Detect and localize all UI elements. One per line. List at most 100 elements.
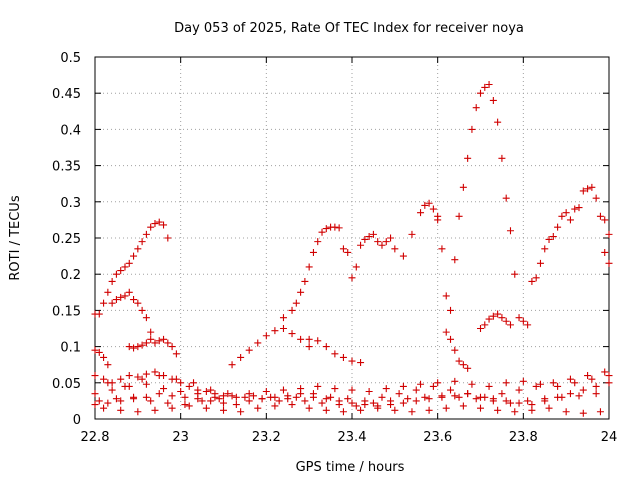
data-point bbox=[151, 368, 159, 376]
data-point bbox=[305, 335, 313, 343]
x-axis-label: GPS time / hours bbox=[296, 460, 405, 475]
data-point bbox=[506, 399, 514, 407]
data-point bbox=[100, 299, 108, 307]
data-point bbox=[502, 379, 510, 387]
data-point bbox=[532, 382, 540, 390]
data-point bbox=[228, 392, 236, 400]
data-point bbox=[562, 408, 570, 416]
data-point bbox=[130, 252, 138, 260]
data-point bbox=[481, 321, 489, 329]
data-point bbox=[571, 379, 579, 387]
data-point bbox=[117, 397, 125, 405]
data-point bbox=[541, 245, 549, 253]
data-point bbox=[211, 393, 219, 401]
data-point bbox=[112, 296, 120, 304]
data-point bbox=[138, 375, 146, 383]
data-point bbox=[168, 392, 176, 400]
data-point bbox=[232, 393, 240, 401]
data-point bbox=[224, 390, 232, 398]
data-point bbox=[374, 402, 382, 410]
data-point bbox=[369, 230, 377, 238]
data-point bbox=[142, 230, 150, 238]
y-tick-label: 0 bbox=[73, 413, 81, 428]
data-point bbox=[442, 292, 450, 300]
data-point bbox=[181, 393, 189, 401]
data-point bbox=[241, 393, 249, 401]
data-point bbox=[528, 277, 536, 285]
data-point bbox=[464, 364, 472, 372]
data-point bbox=[536, 259, 544, 267]
data-point bbox=[472, 395, 480, 403]
data-point bbox=[309, 393, 317, 401]
data-point bbox=[571, 205, 579, 213]
y-tick-label: 0.35 bbox=[52, 160, 81, 175]
data-point bbox=[489, 96, 497, 104]
data-point bbox=[215, 395, 223, 403]
data-point bbox=[288, 306, 296, 314]
data-point bbox=[352, 402, 360, 410]
data-point bbox=[584, 372, 592, 380]
data-point bbox=[382, 238, 390, 246]
data-point bbox=[155, 337, 163, 345]
data-point bbox=[425, 395, 433, 403]
data-point bbox=[245, 390, 253, 398]
data-point bbox=[104, 288, 112, 296]
data-point bbox=[451, 392, 459, 400]
data-point bbox=[177, 387, 185, 395]
data-point bbox=[155, 372, 163, 380]
data-point bbox=[511, 270, 519, 278]
data-point bbox=[134, 343, 142, 351]
data-point bbox=[309, 248, 317, 256]
data-point bbox=[596, 408, 604, 416]
data-point bbox=[254, 339, 262, 347]
data-point bbox=[566, 216, 574, 224]
data-point bbox=[489, 312, 497, 320]
data-point bbox=[455, 393, 463, 401]
y-tick-labels: 0 0.05 0.1 0.15 0.2 0.25 0.3 0.35 0.4 0.45 0.5 bbox=[52, 51, 81, 428]
data-point bbox=[485, 81, 493, 89]
data-point bbox=[314, 337, 322, 345]
data-point bbox=[339, 245, 347, 253]
data-point bbox=[279, 314, 287, 322]
data-point bbox=[292, 393, 300, 401]
data-point bbox=[352, 263, 360, 271]
data-point bbox=[485, 382, 493, 390]
data-point bbox=[515, 314, 523, 322]
data-points bbox=[91, 81, 613, 417]
data-point bbox=[185, 382, 193, 390]
data-point bbox=[584, 185, 592, 193]
data-point bbox=[399, 252, 407, 260]
data-point bbox=[121, 292, 129, 300]
data-point bbox=[301, 277, 309, 285]
data-point bbox=[297, 288, 305, 296]
y-tick-label: 0.15 bbox=[52, 304, 81, 319]
data-point bbox=[365, 387, 373, 395]
data-point bbox=[519, 317, 527, 325]
data-point bbox=[464, 154, 472, 162]
data-point bbox=[468, 125, 476, 133]
data-point bbox=[562, 209, 570, 217]
data-point bbox=[357, 359, 365, 367]
data-point bbox=[147, 328, 155, 336]
data-point bbox=[382, 385, 390, 393]
data-point bbox=[464, 390, 472, 398]
y-tick-label: 0.45 bbox=[52, 87, 81, 102]
data-point bbox=[314, 382, 322, 390]
data-point bbox=[404, 395, 412, 403]
data-point bbox=[142, 370, 150, 378]
chart-title: Day 053 of 2025, Rate Of TEC Index for r… bbox=[174, 21, 524, 36]
data-point bbox=[262, 332, 270, 340]
data-point bbox=[284, 392, 292, 400]
data-point bbox=[245, 397, 253, 405]
data-point bbox=[134, 373, 142, 381]
data-point bbox=[477, 325, 484, 332]
data-point bbox=[361, 401, 369, 409]
data-point bbox=[468, 380, 476, 388]
data-point bbox=[172, 375, 180, 383]
data-point bbox=[601, 216, 609, 224]
data-point bbox=[455, 357, 463, 365]
data-point bbox=[172, 350, 180, 358]
data-point bbox=[408, 408, 416, 416]
data-point bbox=[160, 335, 168, 343]
data-point bbox=[447, 386, 455, 394]
